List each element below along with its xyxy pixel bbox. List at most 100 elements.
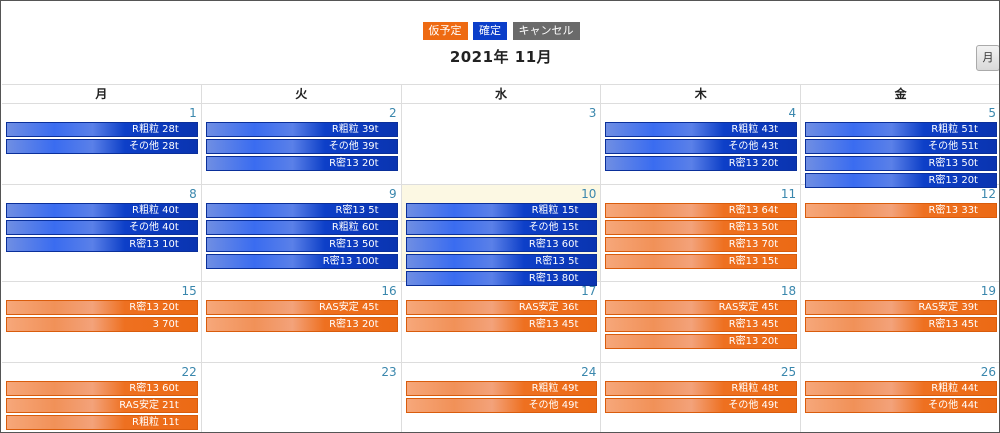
calendar-event[interactable]: R粗粒 43t [605, 122, 798, 137]
calendar-event[interactable]: R密13 5t [405, 254, 598, 269]
calendar-event[interactable]: 3 70t [6, 317, 198, 332]
day-number[interactable]: 11 [780, 187, 797, 201]
day-cell[interactable]: 18 RAS安定 45t R密13 45t R密13 20t [600, 282, 800, 362]
calendar-event[interactable]: R密13 20t [6, 300, 198, 315]
day-number[interactable]: 12 [980, 187, 996, 201]
calendar-event[interactable]: R密13 20t [605, 156, 798, 171]
calendar-event[interactable]: RAS安定 39t [805, 300, 997, 315]
calendar-event[interactable]: その他 15t [405, 220, 598, 235]
calendar-event[interactable]: R密13 50t [605, 220, 798, 235]
calendar-event[interactable]: R密13 5t [205, 203, 398, 218]
day-cell[interactable]: 24 R粗粒 49t その他 49t [400, 363, 601, 432]
day-cell[interactable]: 22 R密13 60t RAS安定 21t R粗粒 11t [2, 363, 201, 432]
week-row: 22 R密13 60t RAS安定 21t R粗粒 11t 23 24 R粗粒 49t その他… [2, 363, 999, 432]
day-cell[interactable]: 2 R粗粒 39t その他 39t R密13 20t [200, 104, 401, 184]
day-cell[interactable]: 19 RAS安定 39t R密13 45t [800, 282, 999, 362]
day-cell[interactable]: 10 R粗粒 15t その他 15t R密13 60t R密13 5t R密13 80t [400, 185, 601, 286]
calendar-title: 2021年 11月 [449, 48, 553, 66]
day-number[interactable]: 9 [388, 187, 397, 201]
weekday-label: 金 [800, 85, 999, 103]
calendar-event[interactable]: RAS安定 45t [205, 300, 398, 315]
day-number[interactable]: 4 [788, 106, 797, 120]
calendar-event[interactable]: R密13 64t [605, 203, 798, 218]
day-cell[interactable]: 26 R粗粒 44t その他 44t [800, 363, 999, 432]
day-number[interactable]: 10 [581, 187, 597, 201]
weekday-label: 月 [95, 87, 108, 101]
day-cell[interactable]: 11 R密13 64t R密13 50t R密13 70t R密13 15t [600, 185, 800, 281]
day-number[interactable]: 26 [980, 365, 996, 379]
day-number[interactable]: 17 [581, 284, 597, 298]
calendar-event[interactable]: R密13 60t [405, 237, 598, 252]
day-cell[interactable]: 8 R粗粒 40t その他 40t R密13 10t [2, 185, 201, 281]
calendar-event[interactable]: その他 40t [6, 220, 198, 235]
calendar-event[interactable]: R密13 20t [205, 317, 398, 332]
calendar-grid: 月 火水木金 1 R粗粒 28t その他 28t 2 R粗粒 39t その他 39t R密13… [2, 84, 999, 432]
day-cell[interactable]: 12 R密13 33t [800, 185, 999, 281]
calendar-event[interactable]: R密13 20t [205, 156, 398, 171]
day-number[interactable]: 3 [588, 106, 597, 120]
calendar-event[interactable]: その他 51t [805, 139, 997, 154]
day-number[interactable]: 15 [181, 284, 197, 298]
calendar-event[interactable]: R粗粒 11t [6, 415, 198, 430]
day-number[interactable]: 23 [381, 365, 397, 379]
day-number[interactable]: 8 [189, 187, 197, 201]
calendar-event[interactable]: R粗粒 60t [205, 220, 398, 235]
calendar-event[interactable]: その他 49t [405, 398, 598, 413]
calendar-event[interactable]: その他 49t [605, 398, 798, 413]
day-number[interactable]: 25 [780, 365, 797, 379]
calendar-event[interactable]: その他 39t [205, 139, 398, 154]
day-number[interactable]: 5 [988, 106, 996, 120]
day-number[interactable]: 19 [980, 284, 996, 298]
calendar-event[interactable]: R粗粒 49t [405, 381, 598, 396]
calendar-event[interactable]: R密13 50t [805, 156, 997, 171]
day-cell[interactable]: 3 [400, 104, 601, 184]
calendar-event[interactable]: RAS安定 45t [605, 300, 798, 315]
calendar-event[interactable]: R密13 80t [405, 271, 598, 286]
calendar-event[interactable]: R密13 50t [205, 237, 398, 252]
calendar-event[interactable]: R粗粒 40t [6, 203, 198, 218]
weekday-header: 月 火水木金 [2, 84, 999, 104]
calendar-event[interactable]: R粗粒 51t [805, 122, 997, 137]
calendar-event[interactable]: R粗粒 28t [6, 122, 198, 137]
day-number[interactable]: 16 [381, 284, 397, 298]
calendar-event[interactable]: R粗粒 39t [205, 122, 398, 137]
calendar-event[interactable]: R密13 20t [605, 334, 798, 349]
day-number[interactable]: 24 [581, 365, 597, 379]
calendar-event[interactable]: R密13 20t [805, 173, 997, 188]
day-cell[interactable]: 4 R粗粒 43t その他 43t R密13 20t [600, 104, 800, 184]
calendar-event[interactable]: R密13 15t [605, 254, 798, 269]
month-view-button[interactable]: 月 [976, 45, 999, 71]
day-cell[interactable]: 25 R粗粒 48t その他 49t [600, 363, 800, 432]
calendar-event[interactable]: その他 43t [605, 139, 798, 154]
day-number[interactable]: 1 [189, 106, 197, 120]
calendar-event[interactable]: R粗粒 15t [405, 203, 598, 218]
calendar-event[interactable]: その他 44t [805, 398, 997, 413]
calendar-event[interactable]: R粗粒 44t [805, 381, 997, 396]
calendar-event[interactable]: R密13 100t [205, 254, 398, 269]
calendar-event[interactable]: R密13 10t [6, 237, 198, 252]
calendar-event[interactable]: R密13 60t [6, 381, 198, 396]
calendar-event[interactable]: RAS安定 36t [405, 300, 598, 315]
status-legend: 仮予定 確定 キャンセル [1, 22, 999, 40]
day-cell[interactable]: 1 R粗粒 28t その他 28t [2, 104, 201, 184]
calendar-event[interactable]: R密13 45t [605, 317, 798, 332]
day-cell[interactable]: 23 [200, 363, 401, 432]
calendar-event[interactable]: R粗粒 48t [605, 381, 798, 396]
calendar-event[interactable]: R密13 70t [605, 237, 798, 252]
day-cell[interactable]: 9 R密13 5t R粗粒 60t R密13 50t R密13 100t [200, 185, 401, 281]
day-number[interactable]: 22 [181, 365, 197, 379]
day-cell[interactable]: 5 R粗粒 51t その他 51t R密13 50t R密13 20t [800, 104, 999, 188]
day-cell[interactable]: 15 R密13 20t 3 70t [2, 282, 201, 362]
calendar-event[interactable]: R密13 45t [805, 317, 997, 332]
day-number[interactable]: 2 [388, 106, 397, 120]
day-cell[interactable]: 17 RAS安定 36t R密13 45t [400, 282, 601, 362]
legend-tentative: 仮予定 [422, 22, 468, 40]
calendar-event[interactable]: RAS安定 21t [6, 398, 198, 413]
legend-confirmed: 確定 [473, 22, 507, 40]
calendar-event[interactable]: R密13 33t [805, 203, 997, 218]
day-number[interactable]: 18 [780, 284, 797, 298]
calendar-event[interactable]: R密13 45t [405, 317, 598, 332]
calendar-event[interactable]: その他 28t [6, 139, 198, 154]
day-cell[interactable]: 16 RAS安定 45t R密13 20t [200, 282, 401, 362]
